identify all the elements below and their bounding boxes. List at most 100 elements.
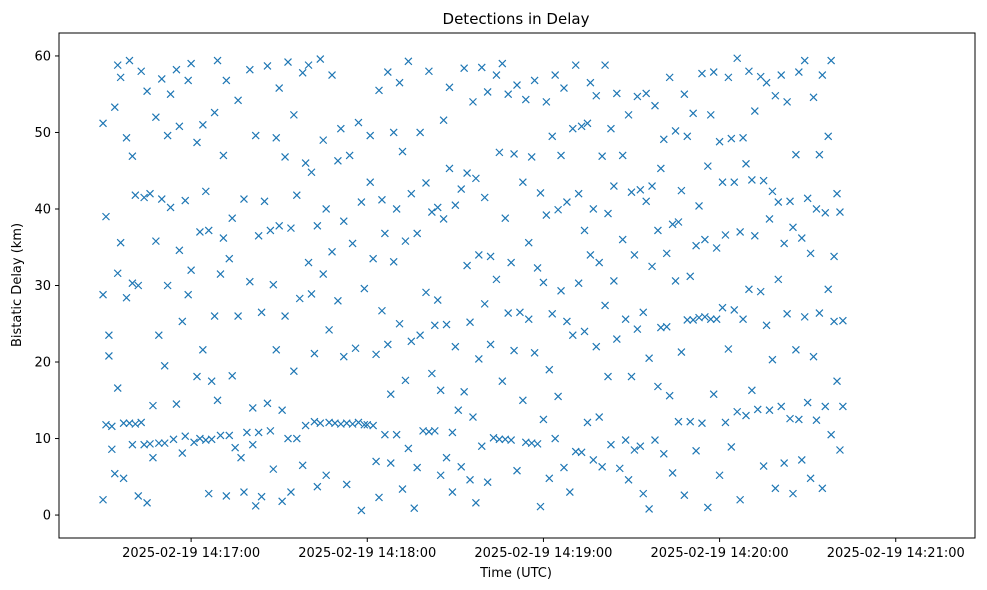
data-point <box>380 229 389 238</box>
data-point <box>730 178 739 187</box>
data-point <box>389 128 398 137</box>
data-point <box>783 97 792 106</box>
data-point <box>580 327 589 336</box>
data-point <box>113 61 122 70</box>
data-point <box>404 57 413 66</box>
data-point <box>422 179 430 187</box>
data-point <box>780 459 789 467</box>
data-point <box>797 234 806 242</box>
data-point <box>501 214 510 223</box>
data-point <box>107 445 116 454</box>
data-point <box>316 419 325 428</box>
data-point <box>284 434 292 443</box>
data-point <box>812 205 821 213</box>
data-point <box>703 162 712 171</box>
data-point <box>780 239 789 248</box>
data-point <box>213 396 222 405</box>
data-point <box>653 226 662 235</box>
data-point <box>313 482 322 491</box>
data-point <box>251 501 260 510</box>
data-point <box>592 342 601 351</box>
data-point <box>789 223 797 232</box>
data-point <box>257 492 266 501</box>
data-point <box>469 413 477 422</box>
data-point <box>116 73 125 82</box>
data-point <box>539 415 548 424</box>
data-point <box>471 174 480 183</box>
data-point <box>674 417 683 426</box>
data-point <box>304 258 313 267</box>
data-point <box>762 321 771 330</box>
data-point <box>671 127 680 135</box>
data-point <box>836 446 844 454</box>
data-point <box>492 71 501 80</box>
data-point <box>457 462 466 471</box>
data-point <box>554 392 563 401</box>
data-point <box>469 97 477 106</box>
data-point <box>794 415 803 424</box>
data-point <box>143 87 152 96</box>
data-point <box>736 495 745 504</box>
data-point <box>410 504 419 513</box>
data-point <box>689 109 698 118</box>
data-point <box>134 491 143 500</box>
data-point <box>709 390 718 399</box>
data-point <box>151 237 160 246</box>
data-point <box>536 188 545 197</box>
data-point <box>771 484 780 493</box>
data-point <box>386 390 395 399</box>
data-point <box>551 434 560 443</box>
data-point <box>662 249 671 258</box>
data-point <box>639 308 648 317</box>
data-point <box>463 261 472 270</box>
data-point <box>592 91 601 100</box>
data-point <box>747 175 756 184</box>
data-point <box>753 405 762 414</box>
data-point <box>375 493 383 502</box>
data-point <box>803 398 812 407</box>
data-point <box>510 346 518 355</box>
data-point <box>316 55 325 63</box>
data-point <box>545 474 554 483</box>
data-point <box>210 108 219 117</box>
data-point <box>736 228 745 236</box>
data-point <box>278 406 287 415</box>
data-point <box>530 76 539 85</box>
data-point <box>739 133 747 142</box>
data-point <box>366 131 375 140</box>
data-point <box>692 241 701 250</box>
data-point <box>762 78 771 87</box>
data-point <box>474 355 483 363</box>
data-point <box>651 436 659 444</box>
data-point <box>774 275 783 284</box>
data-point <box>495 148 504 157</box>
data-point <box>821 208 830 217</box>
data-point <box>739 315 747 324</box>
data-point <box>562 198 571 207</box>
data-points <box>99 54 847 515</box>
data-point <box>765 406 774 415</box>
data-point <box>689 316 698 324</box>
data-point <box>659 135 668 144</box>
data-point <box>389 257 398 266</box>
data-point <box>345 151 354 160</box>
data-point <box>248 440 257 449</box>
data-point <box>372 457 381 466</box>
data-point <box>146 189 154 198</box>
data-point <box>680 90 689 99</box>
y-axis-label: Bistatic Delay (km) <box>10 223 25 347</box>
data-point <box>298 68 307 77</box>
data-point <box>310 417 319 426</box>
data-point <box>172 65 181 74</box>
data-point <box>548 132 557 141</box>
data-point <box>536 502 545 511</box>
data-point <box>204 226 213 235</box>
data-point <box>378 306 386 315</box>
data-point <box>272 133 281 142</box>
data-point <box>445 83 454 92</box>
data-point <box>119 474 128 483</box>
data-point <box>128 440 137 449</box>
data-point <box>439 116 448 125</box>
data-point <box>378 195 386 204</box>
data-point <box>724 73 733 82</box>
